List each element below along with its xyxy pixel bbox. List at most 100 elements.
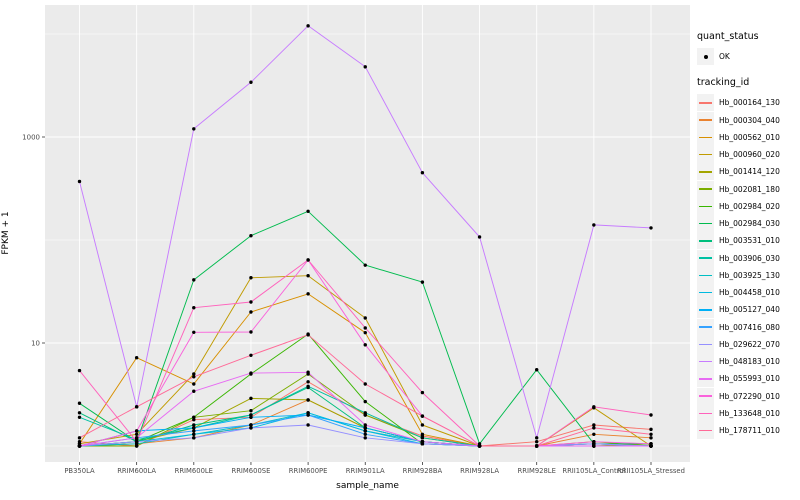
legend-entry-label: Hb_002984_030 <box>719 219 780 229</box>
data-point <box>192 415 196 419</box>
data-point <box>363 316 367 320</box>
legend-entry-label: Hb_007416_080 <box>719 322 780 332</box>
legend-entry-Hb_002984_030: Hb_002984_030 <box>697 215 797 233</box>
legend-entry-label: Hb_000960_020 <box>719 150 780 160</box>
data-point <box>420 171 425 175</box>
data-point <box>192 432 196 436</box>
x-tick-label: RRIM928LA <box>460 467 499 475</box>
data-point <box>306 209 310 213</box>
legend-entry-Hb_178711_010: Hb_178711_010 <box>697 422 797 440</box>
legend-title-tracking-id: tracking_id <box>697 77 750 89</box>
legend-entry-label: Hb_072290_010 <box>719 391 780 401</box>
legend-entry-Hb_001414_120: Hb_001414_120 <box>697 163 797 181</box>
legend-entry-ok: OK <box>697 48 797 66</box>
data-point <box>306 258 310 262</box>
data-point <box>535 368 539 372</box>
legend-entry-label: OK <box>719 52 730 62</box>
data-point <box>420 280 425 284</box>
data-point <box>649 413 653 417</box>
line-swatch-icon <box>697 128 714 146</box>
data-point <box>363 382 367 386</box>
legend-entry-Hb_048183_010: Hb_048183_010 <box>697 353 797 371</box>
x-tick-label: PB350LA <box>64 467 95 475</box>
data-point <box>249 426 253 430</box>
data-point <box>649 442 653 446</box>
y-tick-label: 1000 <box>22 134 40 142</box>
legend-entry-label: Hb_178711_010 <box>719 426 780 436</box>
data-point <box>649 427 653 432</box>
legend-entry-Hb_002081_180: Hb_002081_180 <box>697 180 797 198</box>
legend-entry-Hb_004458_010: Hb_004458_010 <box>697 284 797 302</box>
x-axis-title: sample_name <box>336 481 399 491</box>
data-point <box>77 436 82 440</box>
legend-entry-label: Hb_048183_010 <box>719 357 780 367</box>
line-swatch-icon <box>697 301 714 319</box>
y-tick-label: 10 <box>31 340 40 348</box>
data-point <box>249 310 253 314</box>
data-point <box>192 306 196 310</box>
data-point <box>363 65 367 69</box>
data-point <box>306 380 310 384</box>
line-swatch-icon <box>697 266 714 284</box>
legend-entry-Hb_003906_030: Hb_003906_030 <box>697 249 797 267</box>
data-point <box>249 300 253 304</box>
legend-entry-label: Hb_055993_010 <box>719 374 780 384</box>
x-tick-label: RRIM600LA <box>117 467 156 475</box>
legend-entry-Hb_000960_020: Hb_000960_020 <box>697 146 797 164</box>
data-point <box>363 330 367 335</box>
data-point <box>192 423 196 427</box>
legend-entry-label: Hb_004458_010 <box>719 288 780 298</box>
x-tick-label: RRIM600PE <box>289 467 328 475</box>
data-point <box>77 444 82 448</box>
legend-entry-label: Hb_002081_180 <box>719 184 780 194</box>
data-point <box>535 444 539 448</box>
data-point <box>649 226 653 230</box>
x-tick-label: RRIM600LE <box>175 467 213 475</box>
data-point <box>363 429 367 433</box>
data-point <box>134 440 139 444</box>
data-point <box>592 223 596 227</box>
data-point <box>306 423 310 427</box>
legend-entry-Hb_005127_040: Hb_005127_040 <box>697 301 797 319</box>
x-tick-label: RRIM901LA <box>346 467 385 475</box>
legend-entry-label: Hb_000562_010 <box>719 132 780 142</box>
data-point <box>77 401 82 405</box>
data-point <box>306 413 310 417</box>
legend-entries-tracking-id: Hb_000164_130 Hb_000304_040 Hb_000562_010 H… <box>697 94 797 440</box>
line-swatch-icon <box>697 232 714 250</box>
data-point <box>77 415 82 419</box>
data-point <box>363 326 367 330</box>
data-point <box>420 423 425 427</box>
data-point <box>134 429 139 433</box>
data-point <box>363 432 367 436</box>
data-point <box>363 436 367 440</box>
data-point <box>192 389 196 393</box>
data-point <box>306 292 310 296</box>
legend-entry-Hb_029622_070: Hb_029622_070 <box>697 335 797 353</box>
data-point <box>420 440 425 444</box>
data-point <box>363 263 367 267</box>
data-point <box>249 353 253 357</box>
data-point <box>192 418 196 422</box>
legend-section-tracking-id: tracking_id Hb_000164_130 Hb_000304_040 Hb… <box>697 77 797 440</box>
line-swatch-icon <box>697 284 714 302</box>
data-point <box>592 444 596 448</box>
legend-entry-Hb_003531_010: Hb_003531_010 <box>697 232 797 250</box>
legend-entry-label: Hb_133648_010 <box>719 408 780 418</box>
data-point <box>77 179 82 184</box>
data-point <box>420 432 425 436</box>
data-point <box>192 372 196 376</box>
data-point <box>592 432 596 436</box>
x-tick-label: RRIM928BA <box>403 467 443 475</box>
line-swatch-icon <box>697 387 714 405</box>
data-point <box>306 333 310 337</box>
data-point <box>306 274 310 278</box>
data-point <box>249 415 253 419</box>
line-swatch-icon <box>697 404 714 422</box>
data-point <box>592 426 596 430</box>
legend-entry-Hb_055993_010: Hb_055993_010 <box>697 370 797 388</box>
data-point <box>592 440 596 444</box>
data-point <box>535 436 539 440</box>
data-point <box>477 444 482 448</box>
data-point <box>249 409 253 413</box>
